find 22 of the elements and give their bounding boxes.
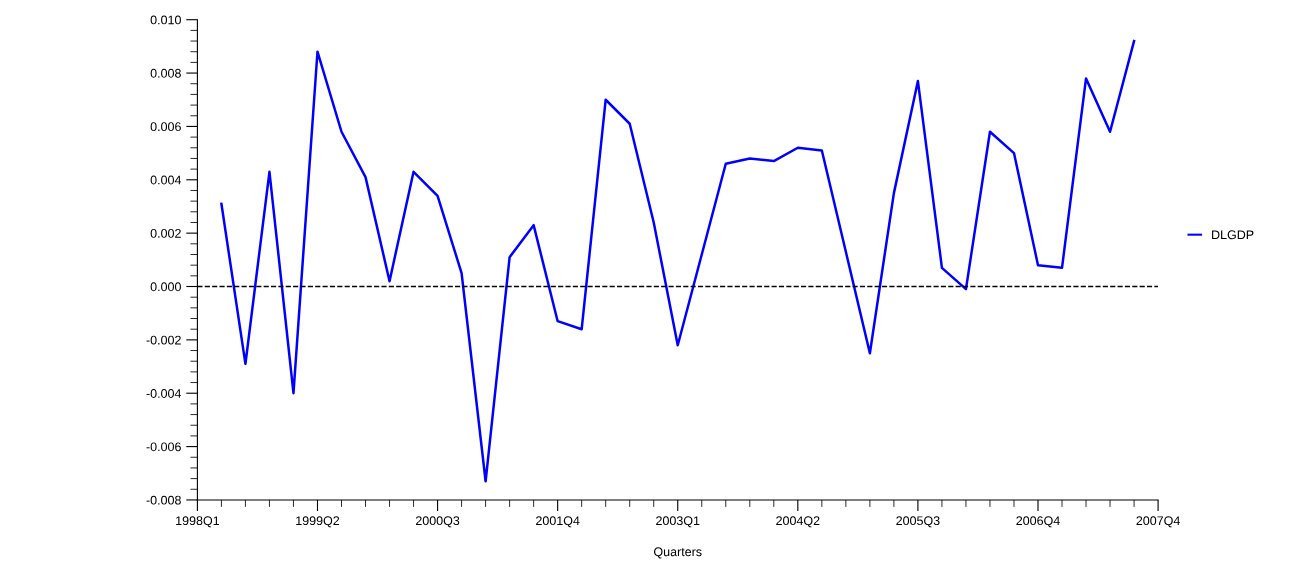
y-tick-label: -0.004 [146,389,182,398]
y-tick-label: 0.006 [150,122,181,132]
legend-label: DLGDP [1212,230,1254,240]
y-tick-label: 0.004 [150,175,182,185]
x-tick-label: 2006Q4 [1016,516,1060,528]
y-tick-label: 0.010 [150,15,181,25]
x-tick-label: 1998Q1 [176,516,220,528]
y-tick-label: -0.008 [146,495,181,505]
y-tick-label: 0.000 [150,282,181,292]
x-tick-label: 2003Q1 [656,516,700,528]
x-tick-label: 1999Q2 [296,516,340,528]
line-series [220,39,1136,483]
x-tick-label: 2004Q2 [776,516,820,528]
x-tick-label: 2000Q3 [415,516,460,528]
y-tick-label: 0.008 [150,68,181,78]
y-tick-label: 0.002 [150,228,181,238]
x-tick-label: 2005Q3 [896,516,940,528]
y-tick-label: -0.006 [146,442,181,452]
x-axis-title: Quarters [654,547,702,559]
x-tick-label: 2001Q4 [536,516,580,528]
y-tick-label: -0.002 [146,335,181,345]
x-tick-label: 2007Q4 [1136,516,1180,528]
